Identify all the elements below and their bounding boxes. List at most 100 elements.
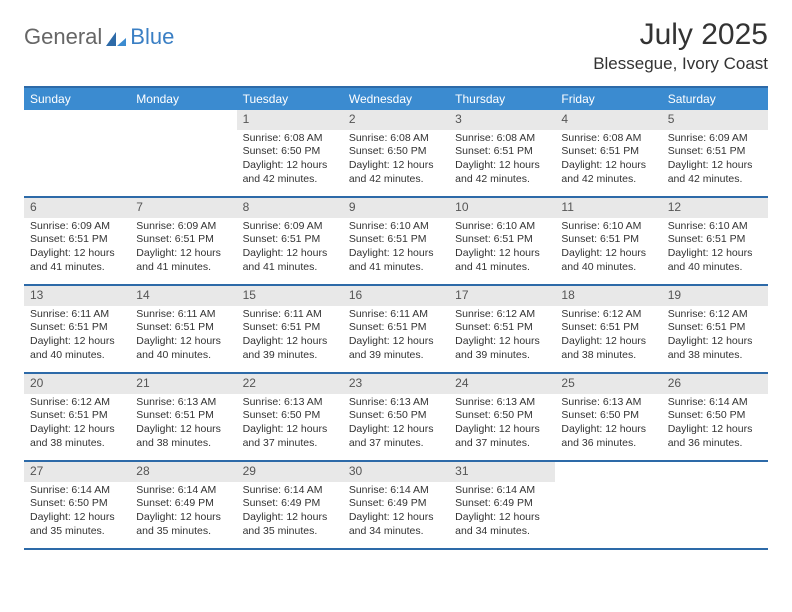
day-cell: 7Sunrise: 6:09 AMSunset: 6:51 PMDaylight… bbox=[130, 198, 236, 284]
day-cell bbox=[130, 110, 236, 196]
day-cell: 10Sunrise: 6:10 AMSunset: 6:51 PMDayligh… bbox=[449, 198, 555, 284]
sunset-text: Sunset: 6:50 PM bbox=[349, 409, 443, 423]
day-cell: 17Sunrise: 6:12 AMSunset: 6:51 PMDayligh… bbox=[449, 286, 555, 372]
day-details: Sunrise: 6:11 AMSunset: 6:51 PMDaylight:… bbox=[343, 306, 449, 367]
day-number: 23 bbox=[343, 374, 449, 394]
day-number: 28 bbox=[130, 462, 236, 482]
sunrise-text: Sunrise: 6:11 AM bbox=[136, 308, 230, 322]
calendar: SundayMondayTuesdayWednesdayThursdayFrid… bbox=[24, 86, 768, 550]
day-cell: 30Sunrise: 6:14 AMSunset: 6:49 PMDayligh… bbox=[343, 462, 449, 548]
day-cell: 6Sunrise: 6:09 AMSunset: 6:51 PMDaylight… bbox=[24, 198, 130, 284]
sunrise-text: Sunrise: 6:09 AM bbox=[136, 220, 230, 234]
sunset-text: Sunset: 6:49 PM bbox=[349, 497, 443, 511]
day-cell: 14Sunrise: 6:11 AMSunset: 6:51 PMDayligh… bbox=[130, 286, 236, 372]
day-cell: 27Sunrise: 6:14 AMSunset: 6:50 PMDayligh… bbox=[24, 462, 130, 548]
sunset-text: Sunset: 6:49 PM bbox=[455, 497, 549, 511]
day-cell: 20Sunrise: 6:12 AMSunset: 6:51 PMDayligh… bbox=[24, 374, 130, 460]
sunset-text: Sunset: 6:51 PM bbox=[30, 233, 124, 247]
day-details: Sunrise: 6:09 AMSunset: 6:51 PMDaylight:… bbox=[130, 218, 236, 279]
day-details: Sunrise: 6:10 AMSunset: 6:51 PMDaylight:… bbox=[555, 218, 661, 279]
day-details: Sunrise: 6:14 AMSunset: 6:49 PMDaylight:… bbox=[130, 482, 236, 543]
daylight-text: Daylight: 12 hours and 38 minutes. bbox=[30, 423, 124, 450]
sunset-text: Sunset: 6:51 PM bbox=[668, 233, 762, 247]
day-cell: 1Sunrise: 6:08 AMSunset: 6:50 PMDaylight… bbox=[237, 110, 343, 196]
sunrise-text: Sunrise: 6:14 AM bbox=[668, 396, 762, 410]
day-cell: 3Sunrise: 6:08 AMSunset: 6:51 PMDaylight… bbox=[449, 110, 555, 196]
daylight-text: Daylight: 12 hours and 37 minutes. bbox=[455, 423, 549, 450]
day-cell: 18Sunrise: 6:12 AMSunset: 6:51 PMDayligh… bbox=[555, 286, 661, 372]
daylight-text: Daylight: 12 hours and 40 minutes. bbox=[668, 247, 762, 274]
daylight-text: Daylight: 12 hours and 34 minutes. bbox=[455, 511, 549, 538]
sunrise-text: Sunrise: 6:10 AM bbox=[561, 220, 655, 234]
week-row: 1Sunrise: 6:08 AMSunset: 6:50 PMDaylight… bbox=[24, 110, 768, 198]
sunset-text: Sunset: 6:51 PM bbox=[30, 321, 124, 335]
daylight-text: Daylight: 12 hours and 34 minutes. bbox=[349, 511, 443, 538]
sunrise-text: Sunrise: 6:08 AM bbox=[455, 132, 549, 146]
sunset-text: Sunset: 6:50 PM bbox=[349, 145, 443, 159]
daylight-text: Daylight: 12 hours and 42 minutes. bbox=[349, 159, 443, 186]
day-cell: 2Sunrise: 6:08 AMSunset: 6:50 PMDaylight… bbox=[343, 110, 449, 196]
daylight-text: Daylight: 12 hours and 38 minutes. bbox=[136, 423, 230, 450]
day-cell: 25Sunrise: 6:13 AMSunset: 6:50 PMDayligh… bbox=[555, 374, 661, 460]
day-cell: 13Sunrise: 6:11 AMSunset: 6:51 PMDayligh… bbox=[24, 286, 130, 372]
sunrise-text: Sunrise: 6:11 AM bbox=[243, 308, 337, 322]
day-details: Sunrise: 6:11 AMSunset: 6:51 PMDaylight:… bbox=[237, 306, 343, 367]
day-number: 17 bbox=[449, 286, 555, 306]
day-number: 10 bbox=[449, 198, 555, 218]
logo-sail-icon bbox=[104, 28, 128, 46]
sunrise-text: Sunrise: 6:14 AM bbox=[30, 484, 124, 498]
daylight-text: Daylight: 12 hours and 39 minutes. bbox=[455, 335, 549, 362]
daylight-text: Daylight: 12 hours and 39 minutes. bbox=[349, 335, 443, 362]
daylight-text: Daylight: 12 hours and 42 minutes. bbox=[455, 159, 549, 186]
week-row: 6Sunrise: 6:09 AMSunset: 6:51 PMDaylight… bbox=[24, 198, 768, 286]
day-header-cell: Friday bbox=[555, 88, 661, 110]
sunrise-text: Sunrise: 6:11 AM bbox=[30, 308, 124, 322]
sunset-text: Sunset: 6:51 PM bbox=[561, 145, 655, 159]
sunset-text: Sunset: 6:51 PM bbox=[243, 321, 337, 335]
sunrise-text: Sunrise: 6:09 AM bbox=[668, 132, 762, 146]
sunrise-text: Sunrise: 6:10 AM bbox=[455, 220, 549, 234]
daylight-text: Daylight: 12 hours and 36 minutes. bbox=[561, 423, 655, 450]
day-details: Sunrise: 6:11 AMSunset: 6:51 PMDaylight:… bbox=[24, 306, 130, 367]
sunset-text: Sunset: 6:51 PM bbox=[349, 233, 443, 247]
day-cell: 8Sunrise: 6:09 AMSunset: 6:51 PMDaylight… bbox=[237, 198, 343, 284]
day-cell: 4Sunrise: 6:08 AMSunset: 6:51 PMDaylight… bbox=[555, 110, 661, 196]
day-number: 3 bbox=[449, 110, 555, 130]
month-title: July 2025 bbox=[593, 18, 768, 52]
sunset-text: Sunset: 6:51 PM bbox=[561, 233, 655, 247]
daylight-text: Daylight: 12 hours and 41 minutes. bbox=[30, 247, 124, 274]
day-cell: 16Sunrise: 6:11 AMSunset: 6:51 PMDayligh… bbox=[343, 286, 449, 372]
sunrise-text: Sunrise: 6:14 AM bbox=[349, 484, 443, 498]
day-details: Sunrise: 6:09 AMSunset: 6:51 PMDaylight:… bbox=[24, 218, 130, 279]
day-header-cell: Saturday bbox=[662, 88, 768, 110]
day-cell: 31Sunrise: 6:14 AMSunset: 6:49 PMDayligh… bbox=[449, 462, 555, 548]
daylight-text: Daylight: 12 hours and 35 minutes. bbox=[30, 511, 124, 538]
day-number: 15 bbox=[237, 286, 343, 306]
location: Blessegue, Ivory Coast bbox=[593, 54, 768, 74]
sunrise-text: Sunrise: 6:12 AM bbox=[455, 308, 549, 322]
daylight-text: Daylight: 12 hours and 41 minutes. bbox=[243, 247, 337, 274]
day-details: Sunrise: 6:12 AMSunset: 6:51 PMDaylight:… bbox=[449, 306, 555, 367]
day-header-cell: Sunday bbox=[24, 88, 130, 110]
day-details: Sunrise: 6:13 AMSunset: 6:50 PMDaylight:… bbox=[237, 394, 343, 455]
daylight-text: Daylight: 12 hours and 37 minutes. bbox=[349, 423, 443, 450]
sunrise-text: Sunrise: 6:10 AM bbox=[668, 220, 762, 234]
sunrise-text: Sunrise: 6:13 AM bbox=[349, 396, 443, 410]
day-number: 27 bbox=[24, 462, 130, 482]
sunset-text: Sunset: 6:51 PM bbox=[243, 233, 337, 247]
sunset-text: Sunset: 6:51 PM bbox=[455, 233, 549, 247]
day-details: Sunrise: 6:08 AMSunset: 6:51 PMDaylight:… bbox=[555, 130, 661, 191]
day-cell: 28Sunrise: 6:14 AMSunset: 6:49 PMDayligh… bbox=[130, 462, 236, 548]
day-cell bbox=[555, 462, 661, 548]
day-header-cell: Thursday bbox=[449, 88, 555, 110]
day-number: 1 bbox=[237, 110, 343, 130]
sunrise-text: Sunrise: 6:12 AM bbox=[668, 308, 762, 322]
day-details: Sunrise: 6:09 AMSunset: 6:51 PMDaylight:… bbox=[237, 218, 343, 279]
day-cell: 5Sunrise: 6:09 AMSunset: 6:51 PMDaylight… bbox=[662, 110, 768, 196]
sunset-text: Sunset: 6:50 PM bbox=[243, 145, 337, 159]
sunrise-text: Sunrise: 6:09 AM bbox=[243, 220, 337, 234]
day-number: 7 bbox=[130, 198, 236, 218]
day-number: 21 bbox=[130, 374, 236, 394]
day-number: 2 bbox=[343, 110, 449, 130]
day-details: Sunrise: 6:10 AMSunset: 6:51 PMDaylight:… bbox=[449, 218, 555, 279]
